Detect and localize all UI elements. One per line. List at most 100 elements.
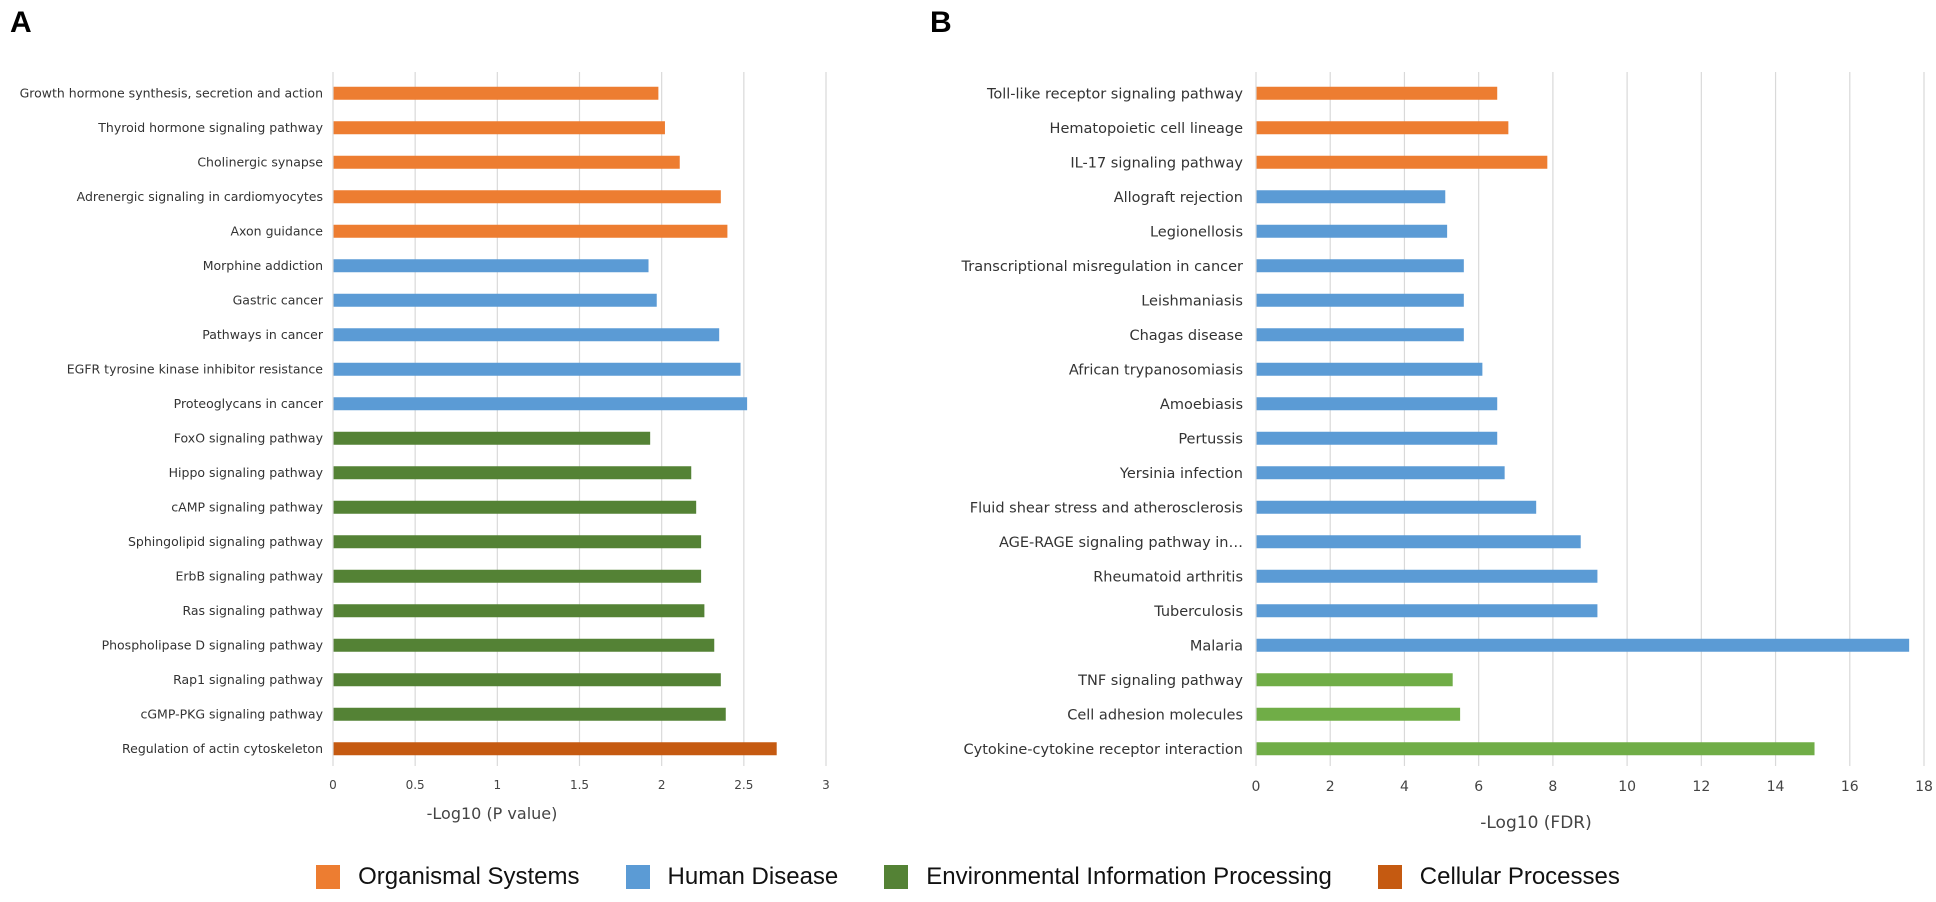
chart-a-bar-hippo-signaling-pathway <box>333 466 692 480</box>
chart-b-tick-label: 0 <box>1252 779 1261 795</box>
chart-b-bar-amoebiasis <box>1256 397 1498 411</box>
chart-a-category-label: Morphine addiction <box>203 258 323 273</box>
legend-swatch-environmental-information-processing <box>884 865 909 889</box>
chart-a-xlabel: -Log10 (P value) <box>427 804 558 823</box>
chart-a-category-label: Thyroid hormone signaling pathway <box>97 120 323 135</box>
chart-a-category-label: Phospholipase D signaling pathway <box>102 638 324 653</box>
panel-a-label: A <box>10 6 32 39</box>
chart-a-category-label: Regulation of actin cytoskeleton <box>122 741 323 756</box>
chart-a-category-label: ErbB signaling pathway <box>176 569 324 584</box>
chart-b-tick-label: 4 <box>1400 779 1409 795</box>
chart-a-category-label: Pathways in cancer <box>202 327 324 342</box>
chart-a-category-label: Gastric cancer <box>233 293 324 308</box>
chart-b-category-label: Yersinia infection <box>1119 466 1243 482</box>
chart-b-bar-chagas-disease <box>1256 328 1464 342</box>
chart-b-bar-malaria <box>1256 638 1910 652</box>
chart-b-category-label: Toll-like receptor signaling pathway <box>986 86 1243 102</box>
chart-a-bar-erbb-signaling-pathway <box>333 569 702 583</box>
chart-a-bar-rap1-signaling-pathway <box>333 673 721 687</box>
chart-b-category-label: Malaria <box>1190 638 1243 654</box>
chart-b-category-label: Cytokine-cytokine receptor interaction <box>964 742 1244 758</box>
legend-label-cellular-processes: Cellular Processes <box>1419 863 1620 890</box>
chart-a-bar-regulation-of-actin-cytoskeleton <box>333 742 777 756</box>
chart-b-bar-legionellosis <box>1256 224 1448 238</box>
chart-a-bar-growth-hormone-synthesis-secretion-and-action <box>333 86 659 100</box>
chart-b-category-label: Amoebiasis <box>1160 397 1243 413</box>
chart-a-bar-cgmp-pkg-signaling-pathway <box>333 707 726 721</box>
chart-b-bar-fluid-shear-stress-and-atherosclerosis <box>1256 500 1537 514</box>
chart-b-bar-age-rage-signaling-pathway-in <box>1256 535 1581 549</box>
chart-b-category-label: Fluid shear stress and atherosclerosis <box>970 500 1243 516</box>
chart-a-tick-label: 2 <box>658 778 666 792</box>
chart-a-tick-label: 0.5 <box>406 778 425 792</box>
legend-item-cellular-processes: Cellular Processes <box>1377 863 1620 891</box>
chart-b-bar-tnf-signaling-pathway <box>1256 673 1453 687</box>
chart-b-tick-label: 6 <box>1474 779 1483 795</box>
chart-a-category-label: Sphingolipid signaling pathway <box>128 534 324 549</box>
chart-b: Toll-like receptor signaling pathway Hema… <box>961 72 1933 833</box>
chart-a-tick-label: 3 <box>822 778 830 792</box>
chart-a-bar-cholinergic-synapse <box>333 155 680 169</box>
chart-b-bar-toll-like-receptor-signaling-pathway <box>1256 86 1498 100</box>
chart-a-category-label: cGMP-PKG signaling pathway <box>141 707 324 722</box>
chart-b-category-label: Tuberculosis <box>1153 604 1243 620</box>
chart-b-bar-leishmaniasis <box>1256 293 1464 307</box>
chart-b-category-label: TNF signaling pathway <box>1077 673 1243 689</box>
chart-a-category-label: Rap1 signaling pathway <box>173 672 324 687</box>
chart-b-category-label: AGE-RAGE signaling pathway in… <box>999 535 1243 551</box>
chart-b-category-label: Leishmaniasis <box>1141 293 1243 309</box>
chart-b-tick-label: 8 <box>1548 779 1557 795</box>
chart-b-category-label: Pertussis <box>1178 431 1243 447</box>
chart-b-category-label: IL-17 signaling pathway <box>1070 155 1243 171</box>
legend-item-human-disease: Human Disease <box>625 863 838 891</box>
chart-b-tick-label: 2 <box>1326 779 1335 795</box>
chart-a-category-label: EGFR tyrosine kinase inhibitor resistanc… <box>67 362 324 377</box>
legend-swatch-cellular-processes <box>1377 865 1402 889</box>
chart-b-bar-yersinia-infection <box>1256 466 1505 480</box>
chart-a-bar-axon-guidance <box>333 224 728 238</box>
chart-a-category-label: Hippo signaling pathway <box>169 465 324 480</box>
chart-a-bar-phospholipase-d-signaling-pathway <box>333 638 715 652</box>
chart-b-bar-transcriptional-misregulation-in-cancer <box>1256 259 1464 273</box>
chart-a-bar-foxo-signaling-pathway <box>333 431 651 445</box>
legend-swatch-human-disease <box>625 865 650 889</box>
chart-b-category-label: Rheumatoid arthritis <box>1093 569 1243 585</box>
chart-b-tick-label: 16 <box>1841 779 1859 795</box>
chart-a-tick-label: 1.5 <box>570 778 589 792</box>
chart-b-bar-pertussis <box>1256 431 1498 445</box>
chart-a-category-label: Ras signaling pathway <box>182 603 323 618</box>
chart-b-category-label: Cell adhesion molecules <box>1067 707 1243 723</box>
chart-b-category-label: African trypanosomiasis <box>1069 362 1243 378</box>
chart-a-bar-egfr-tyrosine-kinase-inhibitor-resistance <box>333 362 741 376</box>
chart-a-bar-pathways-in-cancer <box>333 328 720 342</box>
chart-b-category-label: Legionellosis <box>1150 224 1243 240</box>
chart-a-bar-camp-signaling-pathway <box>333 500 697 514</box>
chart-b-xlabel: -Log10 (FDR) <box>1480 813 1591 833</box>
chart-b-tick-label: 18 <box>1915 779 1933 795</box>
chart-b-bar-african-trypanosomiasis <box>1256 362 1483 376</box>
chart-a-bar-thyroid-hormone-signaling-pathway <box>333 121 665 135</box>
chart-b-category-label: Allograft rejection <box>1114 190 1243 206</box>
panel-b-label: B <box>930 6 952 39</box>
chart-a-bar-sphingolipid-signaling-pathway <box>333 535 702 549</box>
chart-a-category-label: FoxO signaling pathway <box>174 431 324 446</box>
legend-label-environmental-information-processing: Environmental Information Processing <box>926 863 1332 890</box>
chart-a: Growth hormone synthesis, secretion and … <box>20 72 830 823</box>
chart-a-bar-adrenergic-signaling-in-cardiomyocytes <box>333 190 721 204</box>
chart-a-bar-ras-signaling-pathway <box>333 604 705 618</box>
chart-b-category-label: Hematopoietic cell lineage <box>1050 121 1244 137</box>
chart-a-tick-label: 0 <box>329 778 337 792</box>
chart-b-tick-label: 10 <box>1618 779 1636 795</box>
chart-b-bar-hematopoietic-cell-lineage <box>1256 121 1509 135</box>
chart-b-bar-tuberculosis <box>1256 604 1598 618</box>
chart-b-bar-allograft-rejection <box>1256 190 1446 204</box>
legend: Organismal Systems Human Disease Environ… <box>0 857 1936 897</box>
chart-b-tick-label: 14 <box>1767 779 1785 795</box>
chart-b-bar-il-17-signaling-pathway <box>1256 155 1548 169</box>
chart-b-category-label: Chagas disease <box>1129 328 1243 344</box>
legend-item-organismal-systems: Organismal Systems <box>316 863 580 891</box>
chart-b-bar-cytokine-cytokine-receptor-interaction <box>1256 742 1815 756</box>
chart-b-category-label: Transcriptional misregulation in cancer <box>961 259 1244 275</box>
chart-a-category-label: Axon guidance <box>230 224 323 239</box>
